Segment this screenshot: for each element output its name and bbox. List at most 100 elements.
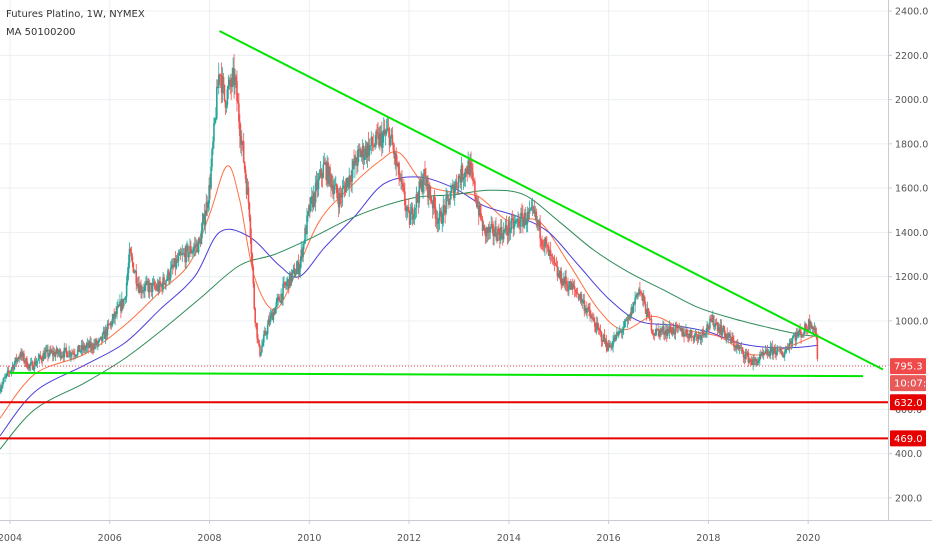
candle-body bbox=[604, 339, 607, 343]
candle-body bbox=[0, 388, 2, 392]
candle-body bbox=[39, 354, 42, 358]
candle-body bbox=[205, 202, 208, 216]
trendline-horizontal-support[interactable] bbox=[9, 371, 864, 378]
candle-body bbox=[263, 334, 265, 343]
candle-body bbox=[379, 134, 381, 146]
candle-body bbox=[567, 285, 569, 291]
candle-body bbox=[541, 240, 543, 246]
candle-body bbox=[385, 130, 388, 134]
candle-body bbox=[45, 349, 47, 353]
candle-body bbox=[401, 177, 403, 185]
candle-body bbox=[184, 253, 186, 263]
candle-body bbox=[367, 143, 370, 156]
candle-body bbox=[625, 320, 628, 322]
candle-body bbox=[776, 348, 778, 355]
candle-body bbox=[525, 222, 528, 225]
candle-body bbox=[787, 349, 790, 350]
candle-body bbox=[214, 118, 216, 124]
candle-body bbox=[707, 324, 709, 329]
candle-body bbox=[591, 317, 593, 319]
candle-body bbox=[333, 189, 335, 195]
moving-averages bbox=[0, 151, 819, 450]
candle-body bbox=[634, 297, 636, 305]
candle-body bbox=[641, 293, 644, 302]
candle-body bbox=[455, 181, 458, 188]
candle-body bbox=[331, 184, 333, 188]
candle-body bbox=[112, 314, 115, 320]
candle-body bbox=[92, 348, 94, 350]
candle-body bbox=[651, 330, 654, 334]
candle-body bbox=[446, 194, 448, 197]
candle-body bbox=[619, 330, 622, 332]
candle-body bbox=[411, 207, 414, 220]
candle-body bbox=[772, 348, 775, 355]
candle-body bbox=[481, 219, 484, 231]
trendline-descending-resistance[interactable] bbox=[219, 30, 884, 371]
candle-body bbox=[269, 315, 272, 323]
candle-body bbox=[292, 268, 295, 271]
candle-body bbox=[128, 248, 131, 263]
candle-body bbox=[766, 349, 769, 355]
candle-body bbox=[335, 183, 338, 194]
candle-body bbox=[123, 298, 126, 300]
candle-body bbox=[95, 340, 97, 346]
candle-body bbox=[37, 358, 40, 361]
candle-body bbox=[206, 202, 209, 209]
candle-body bbox=[109, 322, 112, 325]
candle-body bbox=[504, 225, 507, 231]
candle-body bbox=[227, 85, 230, 90]
candle-body bbox=[657, 328, 659, 331]
candle-body bbox=[358, 149, 360, 151]
candle-body bbox=[166, 278, 168, 281]
candle-body bbox=[536, 220, 539, 222]
candle-body bbox=[291, 270, 294, 275]
candle-body bbox=[311, 196, 314, 208]
candle-body bbox=[805, 323, 807, 330]
candle-body bbox=[191, 252, 193, 254]
candle-body bbox=[209, 184, 211, 189]
trendlines[interactable] bbox=[9, 30, 884, 378]
candle-body bbox=[51, 351, 54, 356]
ma-indicator-label[interactable]: MA 50100200 bbox=[6, 27, 76, 38]
candle-body bbox=[531, 206, 534, 208]
candle-body bbox=[113, 314, 115, 319]
candle-body bbox=[388, 128, 391, 146]
candle-body bbox=[384, 133, 387, 135]
candle-body bbox=[507, 222, 510, 236]
candle-body bbox=[1, 385, 3, 389]
candle-body bbox=[56, 348, 59, 354]
candle-body bbox=[465, 168, 468, 174]
candle-body bbox=[8, 372, 11, 373]
candle-body bbox=[733, 340, 735, 347]
candle-body bbox=[605, 339, 608, 348]
candle-body bbox=[603, 334, 606, 343]
candle-body bbox=[599, 330, 602, 333]
candle-body bbox=[717, 327, 720, 332]
candle-body bbox=[768, 354, 771, 356]
candle-body bbox=[129, 248, 132, 253]
candle-body bbox=[239, 121, 241, 136]
candle-body bbox=[570, 281, 572, 290]
candle-body bbox=[132, 262, 135, 273]
candle-body bbox=[729, 333, 731, 339]
candle-body bbox=[668, 326, 671, 333]
candle-body bbox=[200, 230, 203, 245]
candle-body bbox=[190, 246, 192, 254]
candle-body bbox=[594, 321, 596, 328]
candle-body bbox=[368, 145, 371, 156]
candle-body bbox=[556, 266, 559, 277]
candle-body bbox=[728, 333, 730, 337]
candle-body bbox=[569, 281, 571, 288]
candle-body bbox=[243, 162, 246, 170]
candle-body bbox=[85, 345, 88, 349]
candle-body bbox=[557, 273, 560, 277]
candle-body bbox=[324, 162, 327, 164]
candle-body bbox=[590, 315, 592, 319]
candle-body bbox=[144, 285, 146, 292]
candle-body bbox=[212, 141, 214, 150]
candle-body bbox=[412, 217, 415, 220]
candle-body bbox=[438, 212, 441, 221]
candle-body bbox=[705, 332, 707, 335]
candle-body bbox=[72, 352, 74, 354]
